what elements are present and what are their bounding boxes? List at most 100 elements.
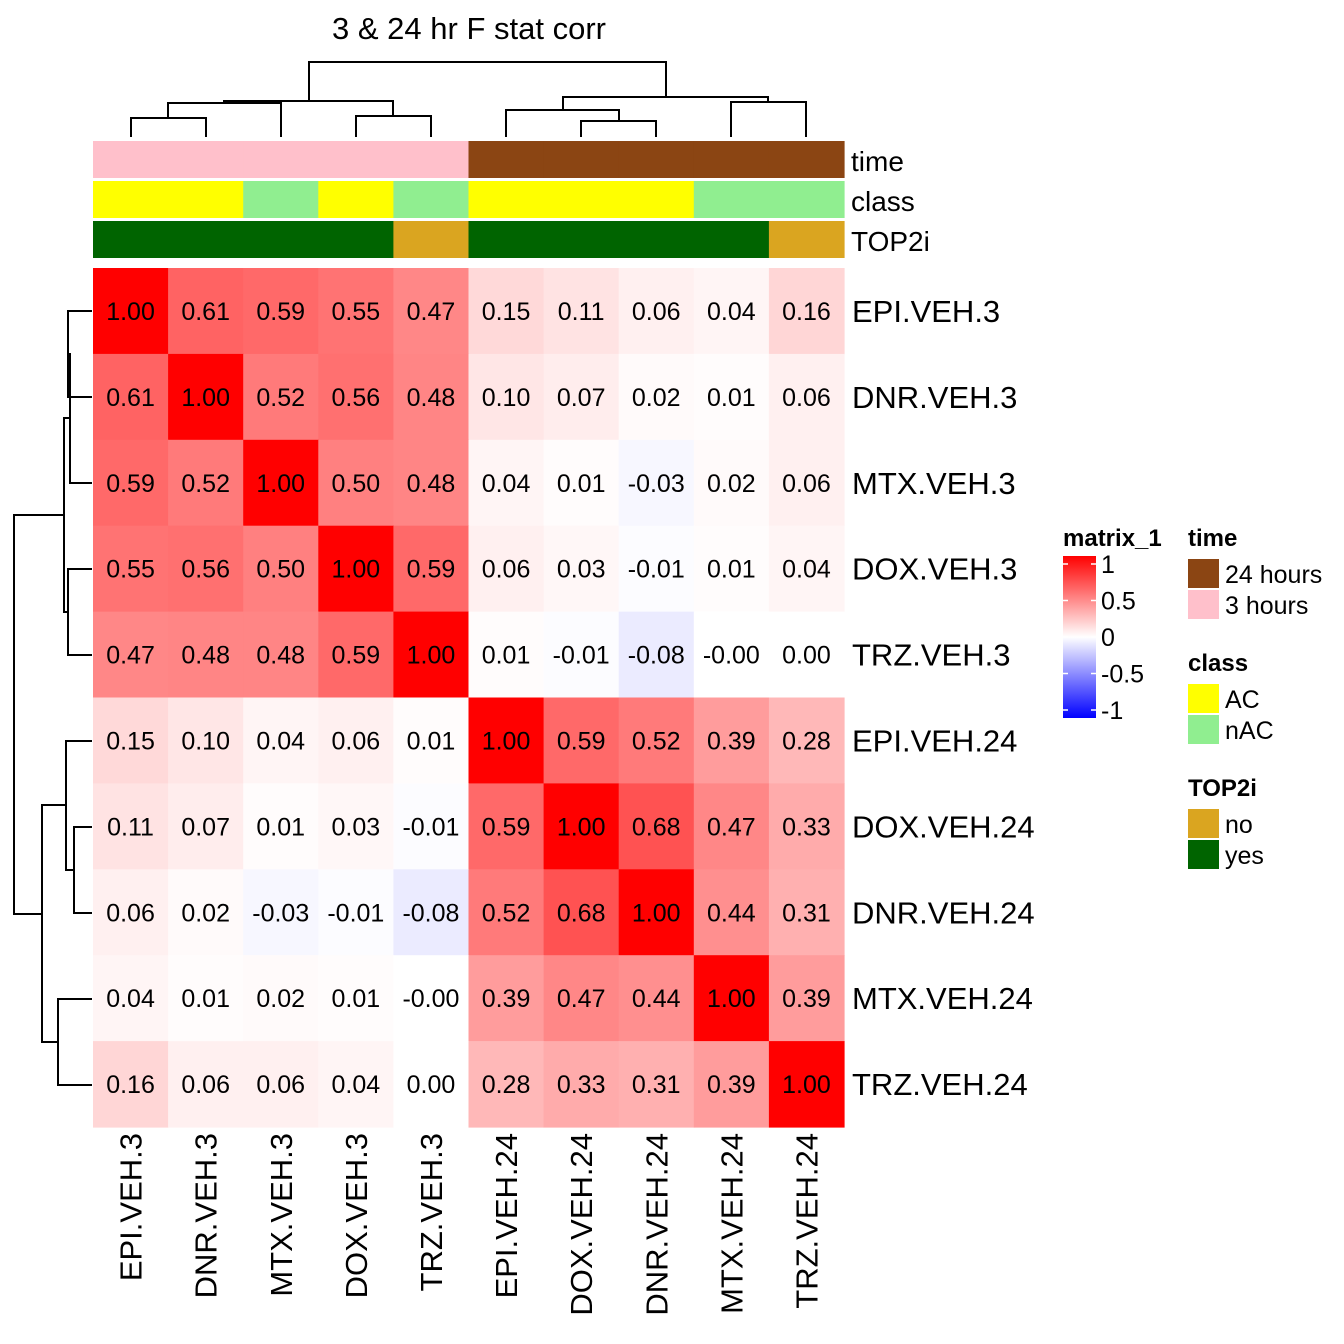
cell-value-label: 0.52: [632, 727, 681, 755]
heatmap-cell: [618, 697, 695, 784]
heatmap-cell: [393, 783, 470, 870]
heatmap-cell: [468, 439, 545, 527]
cell-value-label: 0.07: [557, 384, 606, 412]
annotation-label-time: time: [851, 146, 904, 177]
annotation-cell-time: [468, 141, 545, 178]
cell-value-label: 0.03: [332, 813, 381, 841]
heatmap-cell: [318, 611, 394, 699]
cell-value-label: 0.39: [707, 727, 756, 755]
heatmap-cell: [768, 439, 845, 527]
cell-value-label: 0.01: [707, 556, 756, 584]
heatmap-cell: [168, 783, 244, 870]
heatmap-cell: [168, 525, 244, 613]
cell-value-label: 0.59: [557, 727, 606, 755]
annotation-cell-class: [768, 181, 845, 218]
cell-value-label: 0.15: [106, 727, 155, 755]
cell-value-label: 0.56: [332, 384, 381, 412]
cell-value-label: 0.47: [707, 813, 756, 841]
legend-item-label: no: [1225, 811, 1253, 839]
cell-value-label: 0.01: [332, 985, 381, 1013]
cell-value-label: -0.03: [252, 899, 309, 927]
cell-value-label: 0.06: [181, 1071, 230, 1099]
column-label: EPI.VEH.24: [489, 1133, 524, 1298]
heatmap-cell: [468, 1041, 545, 1128]
column-label: DNR.VEH.3: [189, 1133, 224, 1298]
heatmap-cell: [318, 1041, 394, 1128]
cell-value-label: -0.01: [402, 813, 459, 841]
heatmap-cell: [318, 697, 394, 784]
heatmap-cell: [93, 611, 169, 699]
heatmap-cell: [693, 439, 770, 527]
legend-swatch: [1188, 559, 1219, 588]
annotation-cell-time: [93, 141, 169, 178]
row-dendrogram: [13, 310, 92, 1086]
cell-value-label: 0.11: [107, 813, 154, 841]
cell-value-label: 0.02: [632, 384, 681, 412]
cell-value-label: 0.06: [106, 899, 155, 927]
annotation-cell-top2i: [243, 221, 319, 258]
heatmap-cell: [543, 783, 620, 870]
heatmap-cell: [768, 1041, 845, 1128]
column-annotations: time class TOP2i: [93, 141, 930, 258]
cell-value-label: 0.04: [256, 727, 305, 755]
legend-item-label: 3 hours: [1225, 592, 1308, 620]
cell-value-label: 1.00: [407, 642, 456, 670]
heatmap-cell: [543, 439, 620, 527]
cell-value-label: 0.06: [632, 298, 681, 326]
cell-value-label: 0.59: [482, 813, 531, 841]
legend-item-label: AC: [1225, 686, 1260, 714]
cell-value-label: 0.03: [557, 556, 606, 584]
cell-value-label: 0.02: [707, 470, 756, 498]
heatmap-cell: [618, 1041, 695, 1128]
column-dendrogram: [130, 61, 807, 137]
annotation-label-class: class: [851, 186, 915, 217]
cell-value-label: 0.01: [557, 470, 606, 498]
heatmap-cell: [468, 268, 545, 355]
heatmap-cell: [393, 955, 470, 1042]
cell-value-label: 0.00: [407, 1071, 456, 1099]
cell-value-label: 0.59: [256, 298, 305, 326]
heatmap-cell: [93, 439, 169, 527]
cell-value-label: 0.33: [782, 813, 831, 841]
cell-value-label: 0.15: [482, 298, 531, 326]
cell-value-label: 0.02: [181, 899, 230, 927]
cell-value-label: -0.03: [628, 470, 685, 498]
annotation-cell-time: [168, 141, 244, 178]
heatmap-cell: [693, 525, 770, 613]
cell-value-label: 0.56: [181, 556, 230, 584]
cell-value-label: 0.28: [782, 727, 831, 755]
row-label: EPI.VEH.3: [852, 294, 1000, 329]
legend-title-class: class: [1188, 650, 1248, 677]
heatmap-cell: [618, 439, 695, 527]
cell-value-label: 0.52: [482, 899, 531, 927]
heatmap-cell: [768, 955, 845, 1042]
annotation-cell-top2i: [768, 221, 845, 258]
annotation-cell-class: [93, 181, 169, 218]
cell-value-label: 0.55: [106, 556, 155, 584]
annotation-cell-time: [768, 141, 845, 178]
heatmap-cell: [168, 1041, 244, 1128]
heatmap-cell: [318, 525, 394, 613]
heatmap-cell: [543, 525, 620, 613]
cell-value-label: 0.59: [332, 642, 381, 670]
cell-value-label: 0.04: [482, 470, 531, 498]
heatmap-cell: [468, 869, 545, 956]
heatmap-cell: [618, 611, 695, 699]
legend-item-label: nAC: [1225, 717, 1274, 745]
cell-value-label: 0.47: [557, 985, 606, 1013]
heatmap-cell: [468, 783, 545, 870]
annotation-cell-top2i: [168, 221, 244, 258]
cell-value-label: 0.61: [181, 298, 230, 326]
annotation-cell-top2i: [468, 221, 545, 258]
cell-value-label: 0.48: [256, 642, 305, 670]
cell-value-label: 0.48: [407, 384, 456, 412]
column-label: MTX.VEH.24: [714, 1133, 749, 1314]
heatmap-cells: 1.00 0.61 0.59 0.55 0.47 0.15 0.11 0.06 0.04 0.16…: [93, 268, 845, 1128]
cell-value-label: 0.31: [632, 1071, 681, 1099]
heatmap-cell: [93, 1041, 169, 1128]
row-label: DNR.VEH.24: [852, 895, 1035, 930]
cell-value-label: 0.47: [407, 298, 456, 326]
column-label: DOX.VEH.24: [564, 1133, 599, 1316]
cell-value-label: 0.33: [557, 1071, 606, 1099]
heatmap-cell: [393, 353, 470, 441]
